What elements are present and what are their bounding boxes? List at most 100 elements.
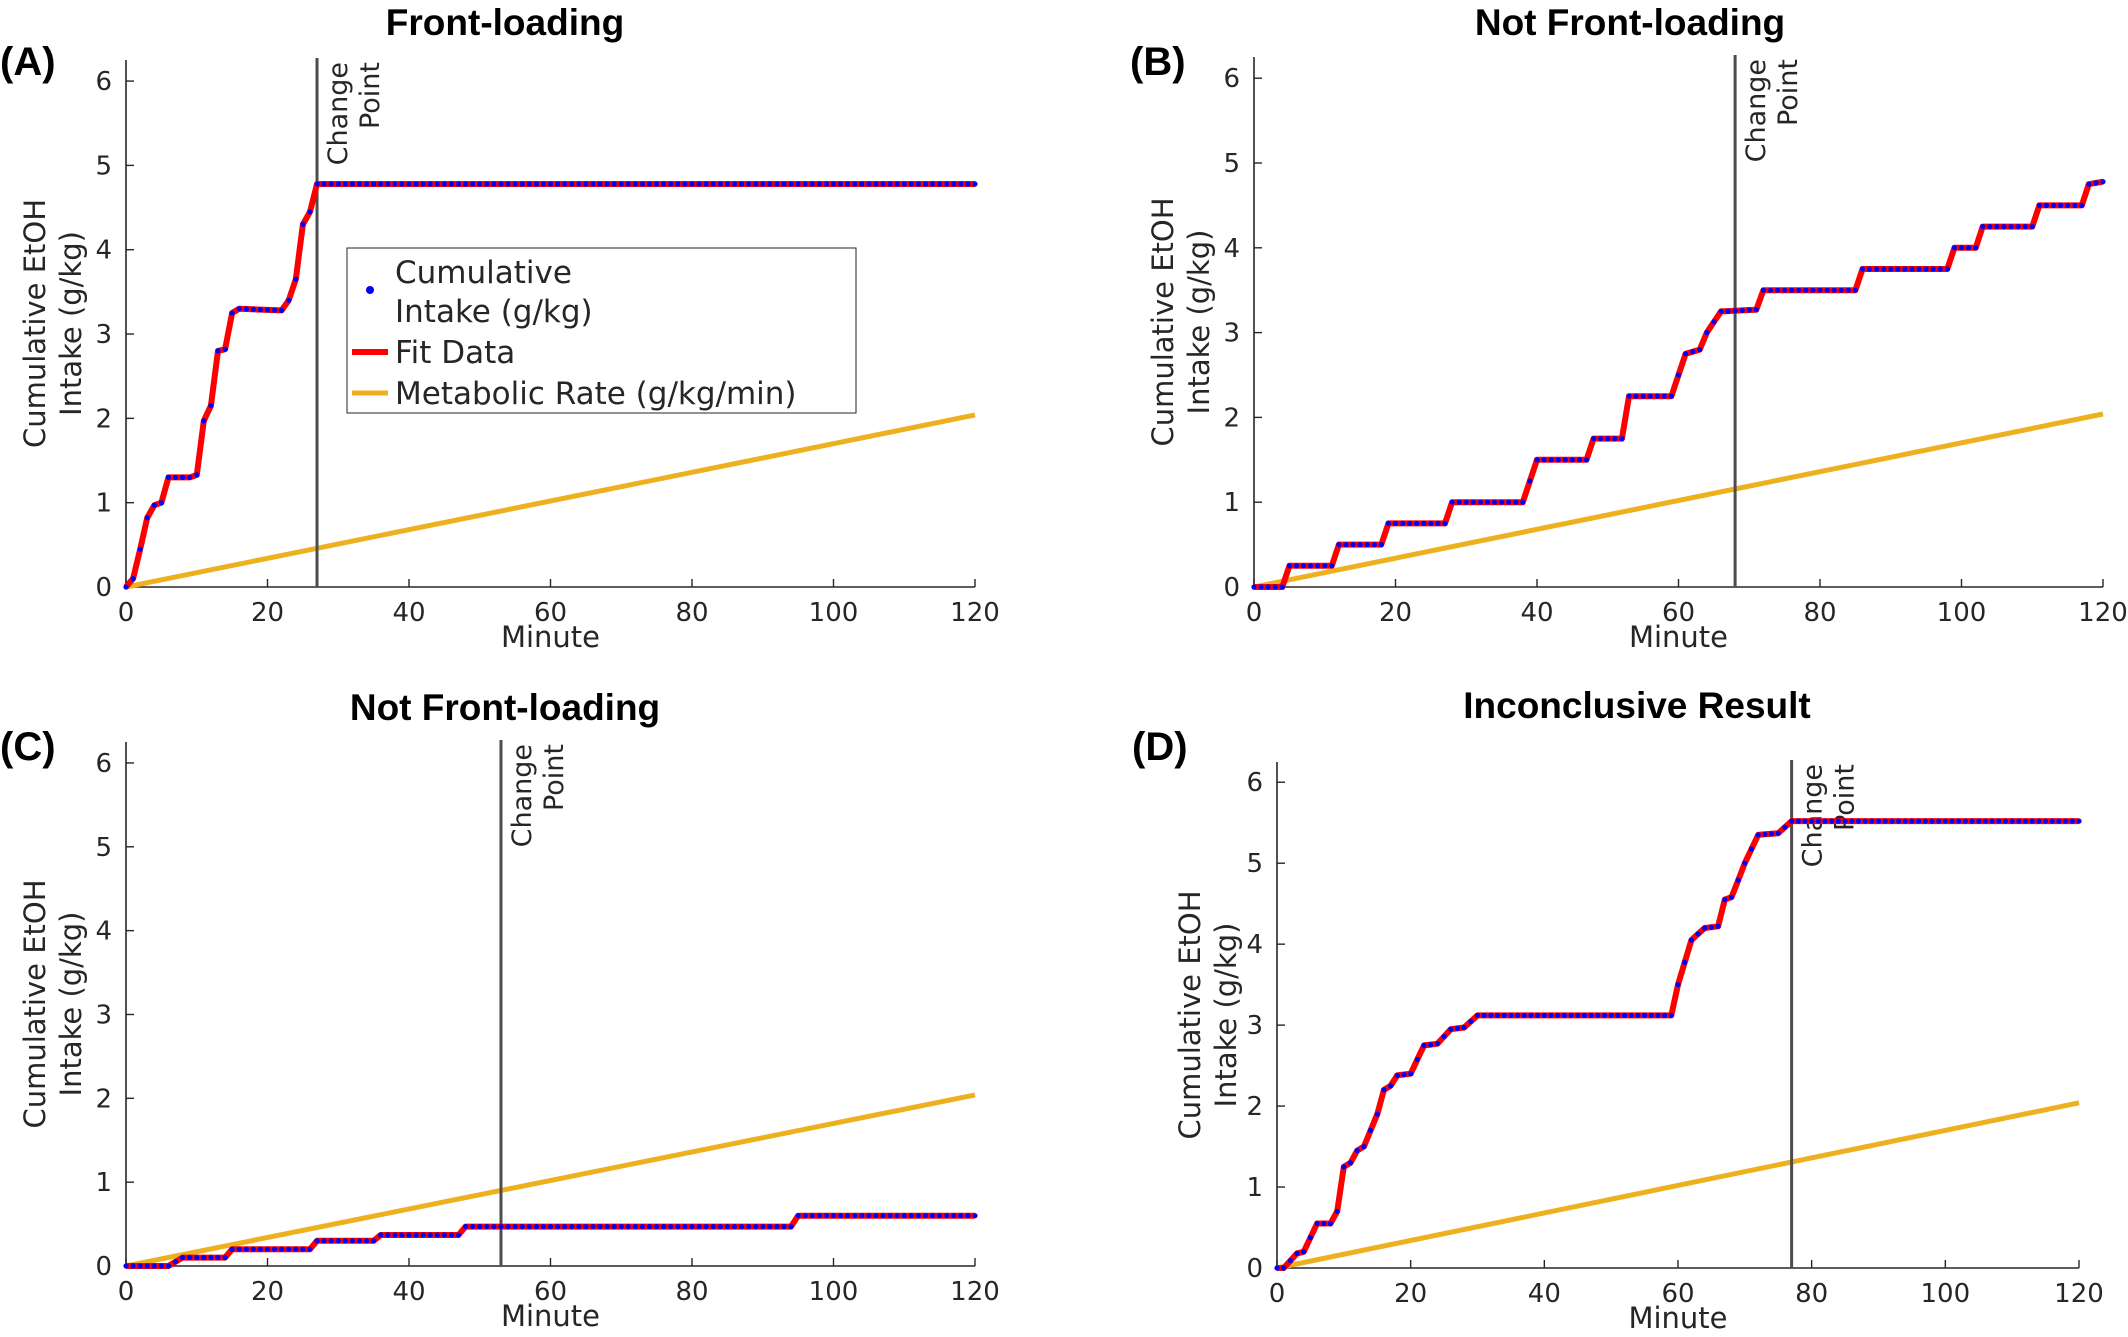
x-tick-label: 100 — [809, 598, 859, 628]
intake-point — [335, 1238, 341, 1244]
intake-markers — [1251, 179, 2106, 590]
intake-point — [2086, 181, 2092, 187]
fit-data-line — [1254, 178, 2104, 590]
intake-point — [2069, 818, 2075, 824]
intake-point — [1506, 499, 1512, 505]
intake-point — [1336, 542, 1342, 548]
change-point-label-line1: Change — [1798, 764, 1829, 867]
intake-point — [724, 1224, 731, 1230]
intake-point — [286, 1246, 292, 1252]
intake-point — [576, 1224, 582, 1230]
intake-point — [1775, 287, 1781, 293]
change-point-label: ChangePoint — [323, 62, 386, 165]
intake-point — [625, 181, 631, 187]
legend-label-intake-line1: Cumulative — [395, 255, 572, 291]
panel-title: Not Front-loading — [1475, 2, 1785, 43]
intake-point — [1294, 1250, 1300, 1256]
intake-point — [1661, 393, 1667, 399]
x-tick-label: 80 — [675, 1277, 708, 1307]
intake-point — [250, 306, 256, 312]
intake-point — [1508, 1012, 1514, 1019]
intake-point — [434, 1232, 440, 1238]
intake-point — [1869, 818, 1875, 824]
y-tick-label: 5 — [95, 151, 112, 181]
intake-point — [349, 1238, 355, 1244]
intake-point — [1956, 818, 1962, 824]
intake-point — [802, 1213, 808, 1219]
intake-point — [1392, 520, 1399, 527]
intake-point — [1882, 818, 1888, 824]
intake-point — [1902, 266, 1908, 272]
legend-label-metabolic: Metabolic Rate (g/kg/min) — [395, 376, 797, 412]
intake-point — [194, 472, 200, 478]
intake-point — [1922, 818, 1928, 824]
intake-point — [1838, 287, 1844, 293]
x-tick-label: 60 — [1661, 1279, 1694, 1309]
legend-box — [346, 247, 857, 414]
intake-point — [1803, 287, 1809, 293]
intake-point — [1329, 563, 1335, 569]
x-tick-label: 20 — [251, 1277, 284, 1307]
intake-point — [1944, 266, 1950, 272]
intake-markers — [123, 181, 978, 590]
intake-point — [937, 181, 943, 187]
intake-point — [1421, 1042, 1427, 1048]
x-tick-label: 100 — [1921, 1279, 1971, 1309]
intake-point — [618, 181, 624, 187]
intake-point — [738, 1224, 745, 1230]
intake-point — [512, 181, 518, 187]
intake-point — [1909, 266, 1915, 272]
intake-point — [845, 1213, 851, 1219]
intake-point — [1608, 1012, 1614, 1019]
intake-point — [647, 181, 653, 187]
intake-point — [144, 515, 150, 521]
metabolic-rate-line — [1253, 411, 2104, 590]
intake-point — [555, 1224, 561, 1230]
intake-point — [1881, 266, 1887, 272]
y-tick-label: 3 — [1246, 1011, 1263, 1041]
intake-point — [958, 181, 964, 187]
intake-point — [293, 276, 299, 282]
intake-point — [915, 1213, 922, 1219]
intake-point — [180, 1255, 186, 1261]
intake-point — [1831, 287, 1837, 293]
x-tick-label: 120 — [2054, 1279, 2104, 1309]
y-tick-label: 6 — [95, 67, 112, 97]
intake-point — [1568, 1012, 1574, 1019]
intake-point — [2015, 224, 2021, 230]
intake-point — [625, 1224, 631, 1230]
intake-point — [1966, 245, 1972, 251]
intake-point — [1829, 818, 1835, 824]
intake-point — [604, 1224, 610, 1230]
intake-point — [300, 221, 306, 227]
intake-point — [654, 1224, 660, 1230]
intake-point — [569, 1224, 575, 1230]
intake-point — [158, 1263, 164, 1269]
intake-point — [1354, 1148, 1360, 1154]
intake-point — [1385, 520, 1391, 527]
panel-label: (B) — [1130, 40, 1186, 84]
x-tick-label: 60 — [1662, 598, 1695, 628]
intake-point — [491, 1224, 497, 1230]
intake-point — [533, 181, 540, 187]
intake-point — [710, 181, 716, 187]
intake-point — [1824, 287, 1830, 293]
intake-point — [455, 181, 462, 187]
intake-point — [201, 418, 207, 424]
intake-point — [1615, 1012, 1621, 1019]
intake-point — [392, 1232, 398, 1238]
intake-point — [455, 1232, 462, 1238]
intake-point — [1428, 520, 1434, 527]
intake-point — [540, 181, 547, 187]
y-axis-label-line2: Intake (g/kg) — [1209, 923, 1243, 1108]
intake-point — [1896, 818, 1902, 824]
change-point-label: ChangePoint — [1741, 59, 1804, 162]
intake-point — [151, 502, 157, 508]
intake-point — [731, 181, 738, 187]
intake-point — [1902, 818, 1908, 824]
intake-point — [1258, 584, 1264, 590]
intake-point — [2050, 202, 2057, 208]
y-tick-label: 6 — [95, 749, 112, 779]
intake-point — [1612, 436, 1618, 442]
